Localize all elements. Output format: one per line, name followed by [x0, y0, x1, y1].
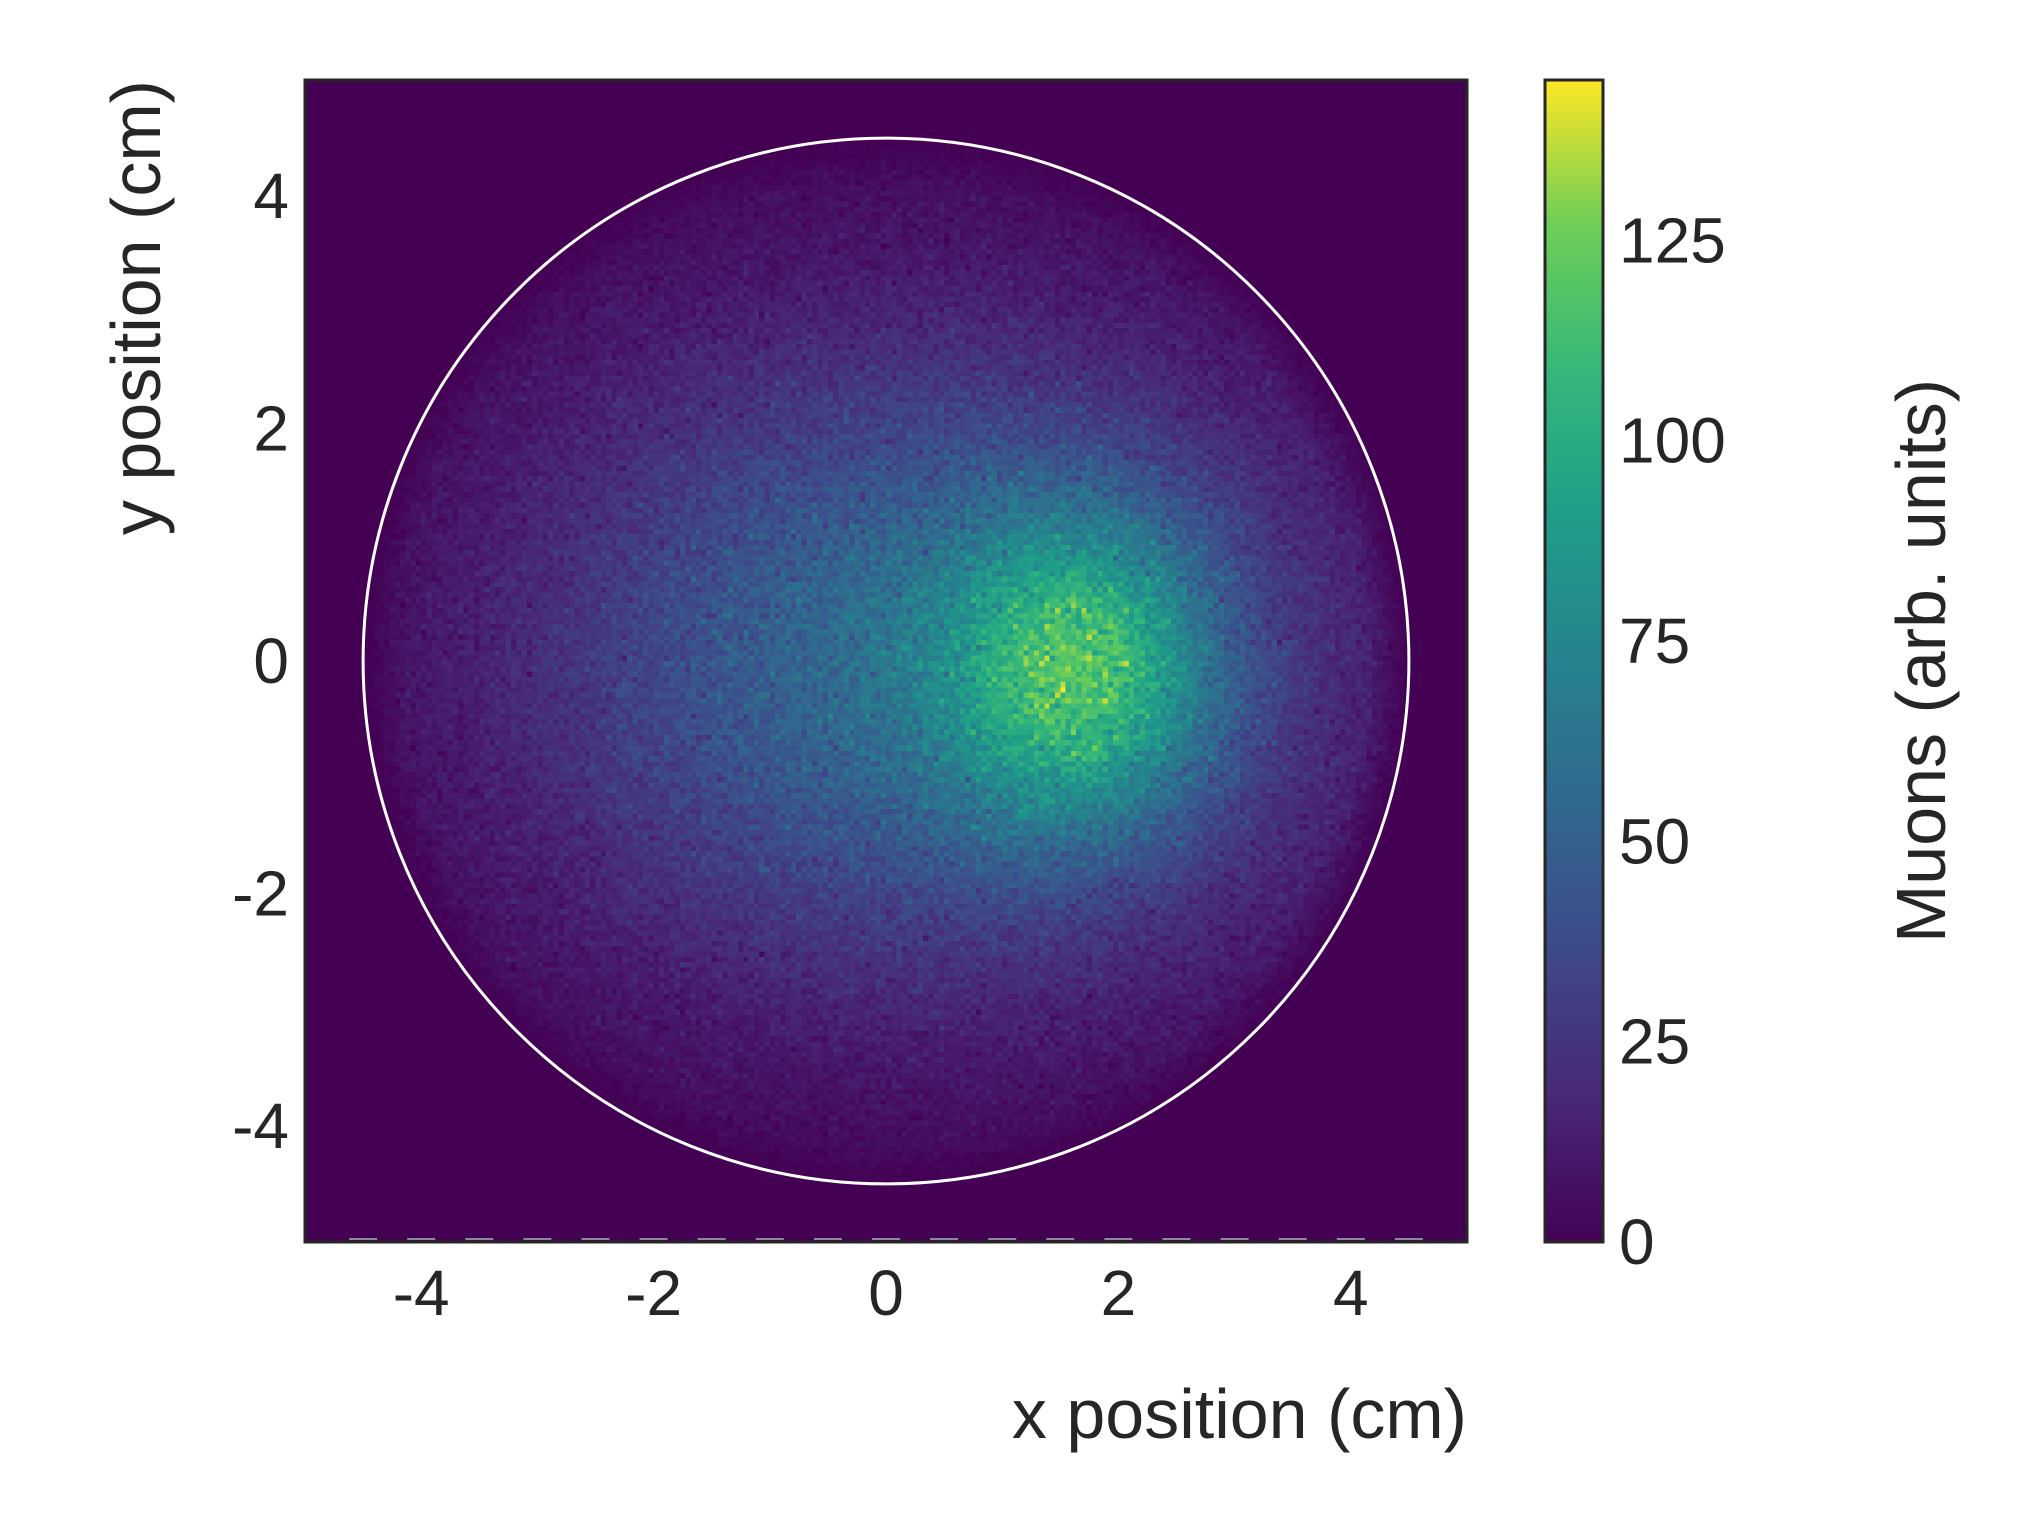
colorbar-tick-label: 75: [1619, 605, 1690, 677]
colorbar-frame: [1543, 78, 1605, 1244]
colorbar-tick-label: 100: [1619, 405, 1726, 477]
x-tick-label: 2: [1101, 1257, 1137, 1329]
colorbar-tick-label: 50: [1619, 805, 1690, 877]
x-tick-label: -2: [625, 1257, 682, 1329]
x-axis-tick-labels: -4 -2 0 2 4: [393, 1257, 1369, 1329]
y-tick-label: 0: [253, 625, 289, 697]
y-tick-label: -2: [232, 857, 289, 929]
colorbar-tick-label: 25: [1619, 1006, 1690, 1078]
x-tick-label: 4: [1333, 1257, 1369, 1329]
heatmap-image: [305, 80, 1467, 1242]
y-axis-label: y position (cm): [97, 80, 175, 535]
colorbar: 0 25 50 75 100 125 Muons (arb. units): [1543, 78, 1960, 1278]
colorbar-label: Muons (arb. units): [1882, 379, 1960, 943]
plot-area: [303, 78, 1469, 1244]
colorbar-tick-labels: 0 25 50 75 100 125: [1619, 204, 1726, 1278]
y-axis-tick-labels: -4 -2 0 2 4: [232, 160, 289, 1162]
aperture-circle: [361, 136, 1411, 1186]
colorbar-tick-label: 125: [1619, 204, 1726, 276]
y-tick-label: -4: [232, 1090, 289, 1162]
colorbar-tick-label: 0: [1619, 1206, 1655, 1278]
colorbar-gradient: [1545, 80, 1603, 1242]
x-tick-label: 0: [868, 1257, 904, 1329]
x-axis-label: x position (cm): [1012, 1375, 1467, 1453]
y-tick-label: 2: [253, 393, 289, 465]
x-tick-label: -4: [393, 1257, 450, 1329]
plot-frame: [303, 78, 1469, 1244]
y-tick-label: 4: [253, 160, 289, 232]
